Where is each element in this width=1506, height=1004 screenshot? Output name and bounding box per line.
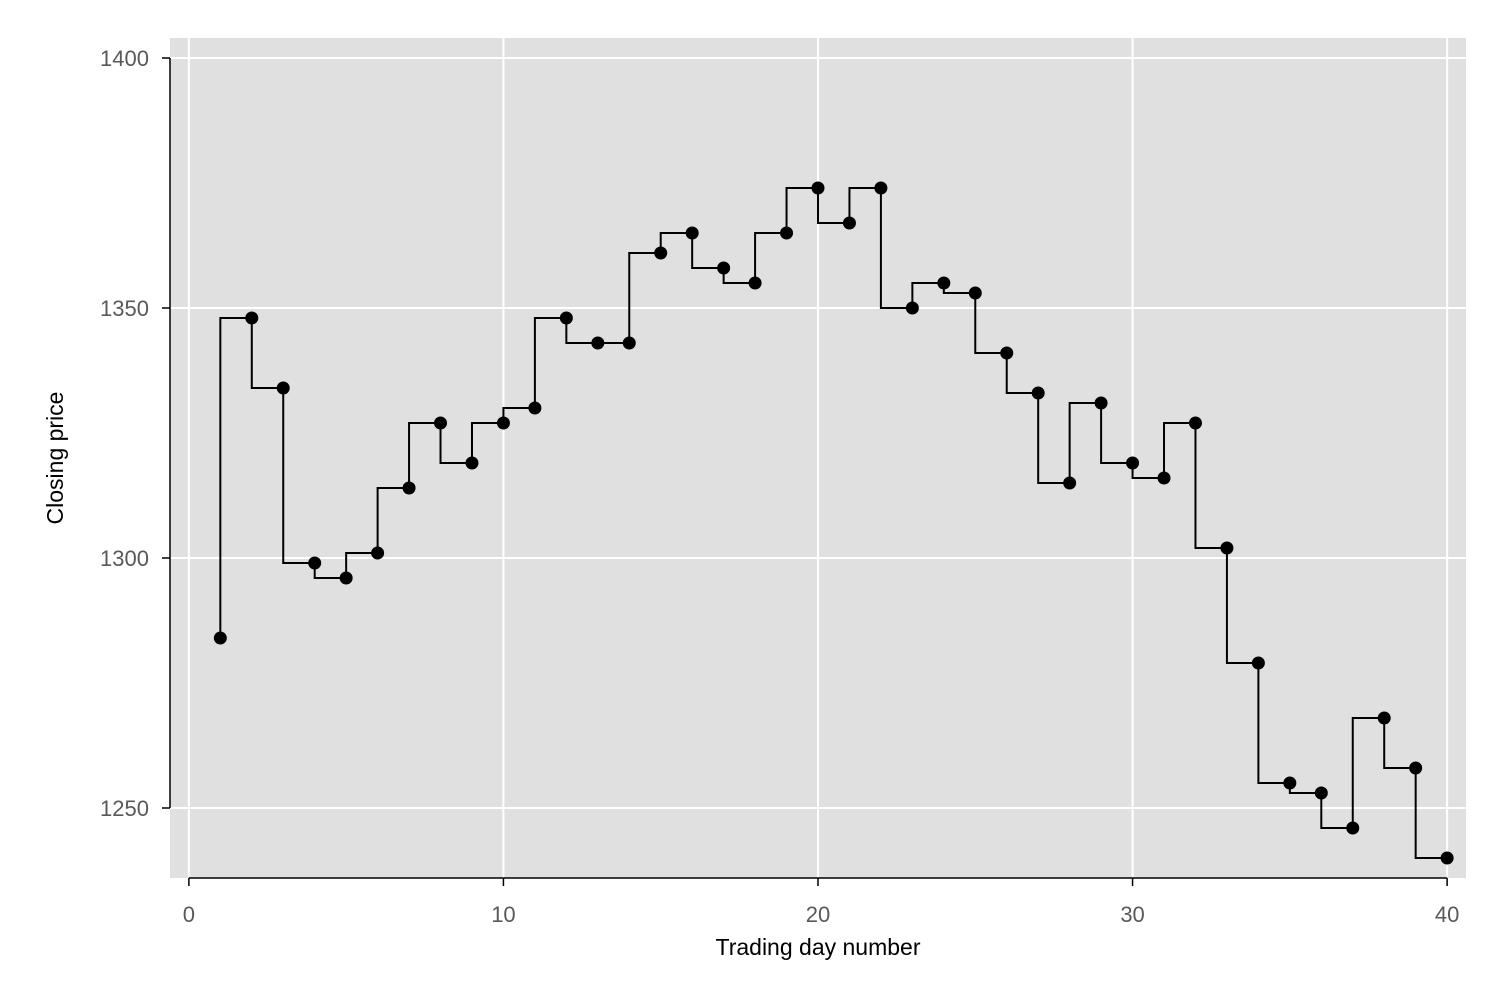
data-point [371, 546, 385, 560]
data-point [937, 276, 951, 290]
x-axis-title: Trading day number [716, 934, 921, 960]
x-tick-label: 10 [491, 902, 515, 927]
x-tick-label: 20 [806, 902, 830, 927]
data-point [842, 216, 856, 230]
series-step-line [219, 187, 1448, 859]
data-point [654, 246, 668, 260]
data-point [1220, 541, 1234, 555]
data-point [528, 401, 542, 415]
data-point [308, 556, 322, 570]
data-point [685, 226, 699, 240]
x-tick-label: 0 [183, 902, 195, 927]
x-tick-label: 40 [1435, 902, 1459, 927]
y-tick-label: 1300 [100, 546, 149, 571]
data-point [1377, 711, 1391, 725]
data-point [1157, 471, 1171, 485]
data-point [339, 571, 353, 585]
data-point [1000, 346, 1014, 360]
x-tick-label: 30 [1120, 902, 1144, 927]
data-point [591, 336, 605, 350]
y-tick-label: 1250 [100, 796, 149, 821]
data-point [496, 416, 510, 430]
grid-lines [170, 38, 1466, 878]
data-point [1031, 386, 1045, 400]
data-point [1126, 456, 1140, 470]
data-point [434, 416, 448, 430]
data-point [874, 181, 888, 195]
y-axis-title: Closing price [42, 392, 68, 525]
data-point [276, 381, 290, 395]
data-point [905, 301, 919, 315]
data-point [1346, 821, 1360, 835]
data-point [1094, 396, 1108, 410]
data-point [465, 456, 479, 470]
y-tick-label: 1350 [100, 296, 149, 321]
data-point [1314, 786, 1328, 800]
data-point [622, 336, 636, 350]
axes: 0 10 20 30 40 1250 1300 1350 1400 [100, 46, 1459, 927]
data-point [213, 631, 227, 645]
data-point [717, 261, 731, 275]
data-point [968, 286, 982, 300]
data-point [1188, 416, 1202, 430]
data-point [1283, 776, 1297, 790]
data-series [213, 181, 1454, 865]
data-point [811, 181, 825, 195]
data-point [1409, 761, 1423, 775]
data-point [402, 481, 416, 495]
y-tick-label: 1400 [100, 46, 149, 71]
data-point [1251, 656, 1265, 670]
data-point [1063, 476, 1077, 490]
data-point [245, 311, 259, 325]
data-point [1440, 851, 1454, 865]
data-point [559, 311, 573, 325]
data-point [780, 226, 794, 240]
data-point [748, 276, 762, 290]
